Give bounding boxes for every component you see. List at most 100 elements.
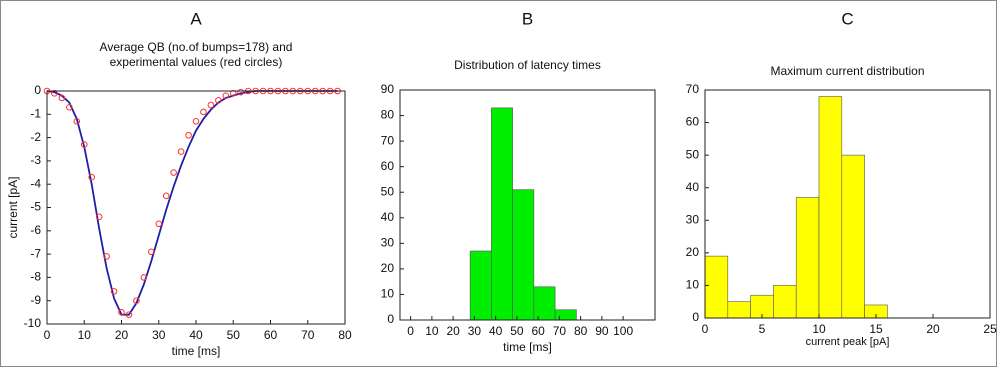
- bar: [554, 309, 577, 321]
- data-point: [118, 309, 125, 316]
- data-point: [207, 101, 215, 109]
- x-tick-label: 90: [595, 324, 609, 338]
- data-point: [133, 297, 140, 305]
- x-tick-label: 10: [78, 328, 92, 342]
- y-tick-label: -3: [30, 153, 41, 167]
- x-tick-label: 30: [152, 328, 166, 342]
- x-tick-label: 40: [189, 328, 203, 342]
- x-tick-label: 0: [407, 324, 414, 338]
- x-tick-label: 60: [531, 324, 545, 338]
- x-tick-label: 25: [983, 322, 997, 336]
- y-tick-label: -10: [24, 316, 42, 330]
- data-point: [222, 92, 230, 99]
- y-tick-label: 0: [692, 310, 699, 324]
- data-point: [88, 173, 95, 181]
- y-tick-label: 50: [686, 147, 700, 161]
- bar: [491, 107, 513, 321]
- y-tick-label: 10: [381, 287, 395, 301]
- bar: [795, 197, 820, 319]
- data-point: [215, 97, 222, 104]
- x-tick-label: 40: [489, 324, 503, 338]
- y-tick-label: -9: [30, 293, 41, 307]
- y-tick-label: 20: [686, 245, 700, 259]
- bar: [704, 255, 729, 319]
- plot-frame: [704, 89, 991, 319]
- data-line: [46, 90, 338, 316]
- x-tick-label: 10: [425, 324, 439, 338]
- y-tick-label: 60: [686, 115, 700, 129]
- y-tick-label: 70: [686, 82, 700, 96]
- x-tick-label: 70: [301, 328, 315, 342]
- y-tick-label: -8: [30, 270, 41, 284]
- data-point: [125, 311, 133, 318]
- bar: [727, 301, 751, 319]
- y-tick-label: -1: [30, 106, 41, 120]
- data-point: [148, 248, 155, 256]
- y-tick-label: 60: [381, 159, 395, 173]
- x-tick-label: 100: [613, 324, 633, 338]
- chart-title: experimental values (red circles): [110, 55, 283, 69]
- chart-title: Maximum current distribution: [770, 64, 924, 78]
- chart-title: Distribution of latency times: [454, 58, 601, 72]
- plot-frame: [46, 90, 346, 325]
- bar: [469, 250, 492, 321]
- y-tick-label: 90: [381, 82, 395, 96]
- data-point: [200, 108, 207, 116]
- y-tick-label: 40: [381, 210, 395, 224]
- data-point: [80, 141, 88, 148]
- y-tick-label: -6: [30, 223, 41, 237]
- plot-frame: [399, 89, 656, 321]
- y-tick-label: -5: [30, 200, 41, 214]
- data-point: [58, 94, 66, 102]
- data-point: [73, 117, 81, 125]
- x-tick-label: 15: [869, 322, 883, 336]
- data-point: [66, 104, 73, 111]
- y-tick-label: 50: [381, 184, 395, 198]
- y-tick-label: 30: [381, 236, 395, 250]
- y-tick-label: -2: [30, 130, 41, 144]
- x-tick-label: 60: [264, 328, 278, 342]
- x-axis-label: time [ms]: [503, 340, 552, 354]
- y-tick-label: 0: [34, 83, 41, 97]
- bar: [841, 154, 865, 319]
- data-point: [110, 288, 118, 295]
- y-tick-label: -4: [30, 176, 41, 190]
- data-point: [155, 220, 163, 228]
- y-tick-label: 0: [387, 312, 394, 326]
- panel-letter: B: [522, 9, 533, 28]
- y-tick-label: 80: [381, 108, 395, 122]
- x-tick-label: 50: [227, 328, 241, 342]
- data-point: [103, 253, 110, 260]
- y-tick-label: -7: [30, 246, 41, 260]
- y-tick-label: 20: [381, 261, 395, 275]
- data-point: [162, 192, 170, 200]
- data-point: [95, 213, 103, 221]
- x-tick-label: 30: [468, 324, 482, 338]
- x-tick-label: 5: [759, 322, 766, 336]
- bar: [818, 96, 843, 319]
- panel-letter: A: [190, 9, 202, 28]
- x-tick-label: 0: [44, 328, 51, 342]
- bar: [773, 285, 797, 319]
- y-tick-label: 70: [381, 133, 395, 147]
- x-tick-label: 70: [553, 324, 567, 338]
- x-tick-label: 0: [702, 322, 709, 336]
- x-axis-label: current peak [pA]: [806, 336, 890, 348]
- y-tick-label: 30: [686, 212, 700, 226]
- chart-title: Average QB (no.of bumps=178) and: [100, 40, 293, 54]
- x-axis-label: time [ms]: [172, 344, 221, 358]
- y-tick-label: 40: [686, 180, 700, 194]
- bar: [512, 189, 535, 321]
- data-point: [177, 148, 185, 155]
- x-tick-label: 20: [926, 322, 940, 336]
- x-tick-label: 20: [446, 324, 460, 338]
- y-axis-label: current [pA]: [6, 176, 20, 238]
- panel-letter: C: [841, 9, 853, 28]
- x-tick-label: 80: [574, 324, 588, 338]
- data-point: [170, 169, 177, 176]
- y-tick-label: 10: [686, 278, 700, 292]
- x-tick-label: 80: [338, 328, 352, 342]
- x-tick-label: 20: [115, 328, 129, 342]
- data-point: [185, 131, 192, 139]
- bar: [533, 286, 556, 321]
